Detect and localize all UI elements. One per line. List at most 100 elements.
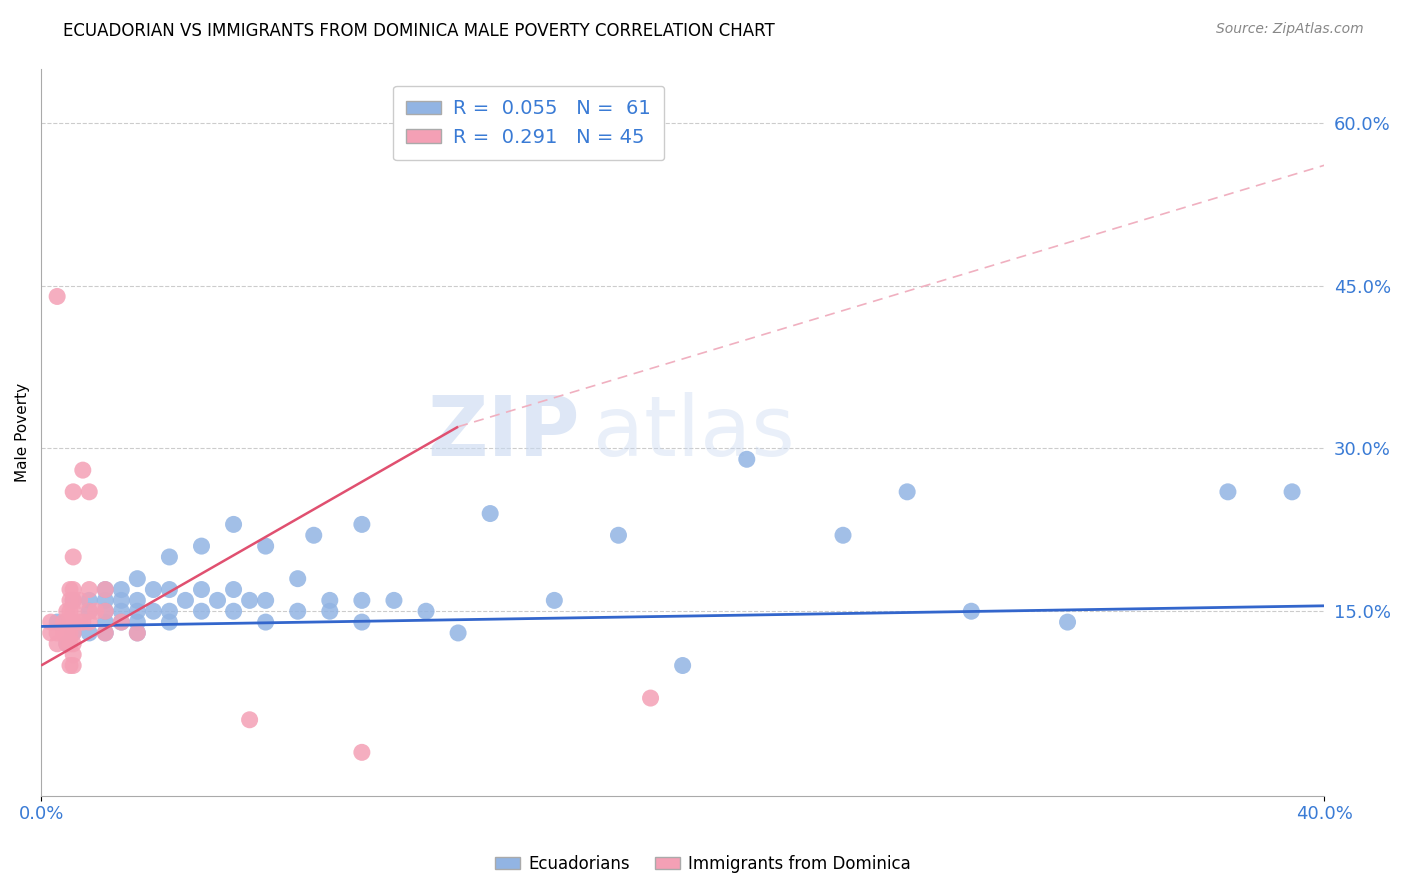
Point: [543, 593, 565, 607]
Point: [207, 593, 229, 607]
Point: [190, 539, 212, 553]
Point: [110, 615, 132, 629]
Point: [69, 593, 91, 607]
Point: [59, 582, 82, 597]
Point: [77, 484, 100, 499]
Point: [190, 604, 212, 618]
Point: [62, 658, 84, 673]
Text: ECUADORIAN VS IMMIGRANTS FROM DOMINICA MALE POVERTY CORRELATION CHART: ECUADORIAN VS IMMIGRANTS FROM DOMINICA M…: [63, 22, 775, 40]
Point: [62, 626, 84, 640]
Point: [190, 582, 212, 597]
Point: [94, 615, 117, 629]
Legend: R =  0.055   N =  61, R =  0.291   N = 45: R = 0.055 N = 61, R = 0.291 N = 45: [392, 86, 665, 161]
Point: [415, 604, 437, 618]
Point: [287, 604, 309, 618]
Point: [55, 626, 77, 640]
Point: [46, 615, 69, 629]
Point: [55, 604, 77, 618]
Point: [157, 582, 180, 597]
Point: [77, 593, 100, 607]
Point: [94, 593, 117, 607]
Point: [110, 604, 132, 618]
Point: [302, 528, 325, 542]
Legend: Ecuadorians, Immigrants from Dominica: Ecuadorians, Immigrants from Dominica: [488, 848, 918, 880]
Point: [350, 615, 373, 629]
Point: [46, 626, 69, 640]
Point: [174, 593, 197, 607]
Point: [59, 615, 82, 629]
Point: [55, 615, 77, 629]
Point: [62, 593, 84, 607]
Point: [350, 517, 373, 532]
Point: [62, 648, 84, 662]
Point: [222, 517, 245, 532]
Point: [319, 604, 342, 618]
Point: [1281, 484, 1303, 499]
Point: [59, 604, 82, 618]
Point: [607, 528, 630, 542]
Point: [157, 615, 180, 629]
Point: [127, 593, 149, 607]
Point: [55, 637, 77, 651]
Point: [672, 658, 695, 673]
Point: [382, 593, 405, 607]
Point: [94, 582, 117, 597]
Point: [350, 745, 373, 759]
Point: [84, 604, 107, 618]
Point: [62, 582, 84, 597]
Point: [46, 637, 69, 651]
Point: [77, 626, 100, 640]
Point: [52, 615, 75, 629]
Point: [72, 463, 94, 477]
Point: [39, 626, 62, 640]
Point: [59, 658, 82, 673]
Point: [94, 604, 117, 618]
Point: [94, 582, 117, 597]
Point: [157, 604, 180, 618]
Point: [254, 615, 277, 629]
Y-axis label: Male Poverty: Male Poverty: [15, 383, 30, 482]
Text: Source: ZipAtlas.com: Source: ZipAtlas.com: [1216, 22, 1364, 37]
Point: [157, 549, 180, 564]
Point: [62, 593, 84, 607]
Point: [832, 528, 855, 542]
Point: [127, 572, 149, 586]
Point: [127, 626, 149, 640]
Point: [77, 604, 100, 618]
Point: [62, 604, 84, 618]
Point: [94, 604, 117, 618]
Point: [319, 593, 342, 607]
Point: [222, 604, 245, 618]
Point: [77, 615, 100, 629]
Text: ZIP: ZIP: [427, 392, 581, 473]
Point: [110, 615, 132, 629]
Point: [46, 289, 69, 303]
Point: [62, 484, 84, 499]
Point: [110, 582, 132, 597]
Point: [110, 593, 132, 607]
Point: [62, 615, 84, 629]
Point: [59, 637, 82, 651]
Point: [142, 604, 165, 618]
Point: [447, 626, 470, 640]
Point: [94, 626, 117, 640]
Point: [127, 604, 149, 618]
Point: [77, 604, 100, 618]
Point: [127, 626, 149, 640]
Point: [55, 637, 77, 651]
Point: [287, 572, 309, 586]
Point: [69, 615, 91, 629]
Point: [127, 615, 149, 629]
Point: [1216, 484, 1239, 499]
Point: [239, 593, 262, 607]
Point: [62, 637, 84, 651]
Point: [94, 626, 117, 640]
Point: [960, 604, 983, 618]
Point: [39, 615, 62, 629]
Point: [72, 615, 94, 629]
Point: [239, 713, 262, 727]
Text: atlas: atlas: [593, 392, 794, 473]
Point: [52, 626, 75, 640]
Point: [62, 549, 84, 564]
Point: [1056, 615, 1078, 629]
